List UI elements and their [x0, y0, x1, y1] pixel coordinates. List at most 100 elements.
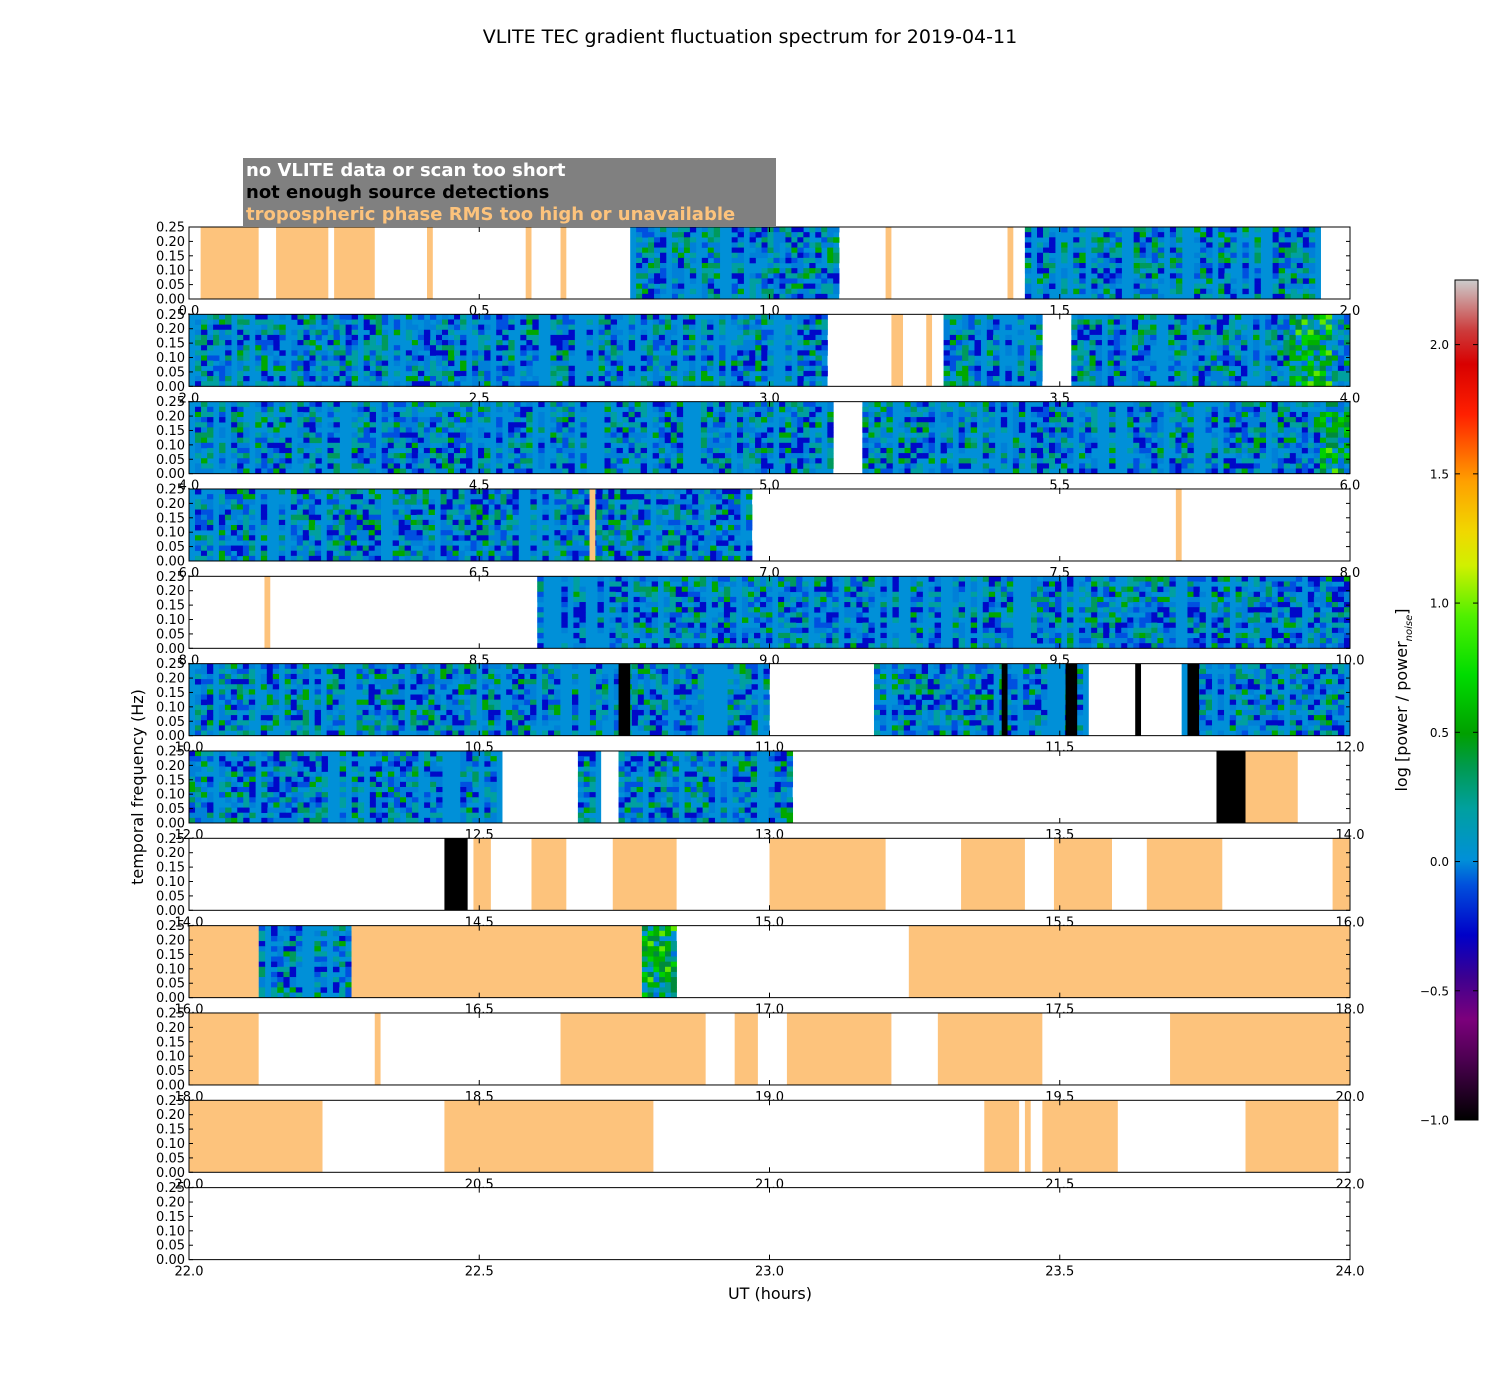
- spectrum-cell: [458, 524, 465, 531]
- spectrum-cell: [1037, 288, 1044, 295]
- spectrum-cell: [496, 370, 503, 377]
- spectrum-cell: [441, 463, 449, 469]
- spectrum-cell: [1192, 329, 1199, 336]
- spectrum-cell: [453, 411, 461, 418]
- spectrum-cell: [809, 273, 816, 279]
- spectrum-cell: [779, 427, 786, 433]
- spectrum-cell: [604, 411, 611, 418]
- spectrum-cell: [803, 345, 810, 351]
- spectrum-cell: [206, 509, 214, 516]
- spectrum-cell: [526, 463, 533, 469]
- spectrum-cell: [1012, 442, 1020, 449]
- spectrum-cell: [803, 268, 810, 274]
- spectrum-cell: [616, 314, 624, 320]
- spectrum-cell: [1049, 458, 1056, 464]
- spectrum-cell: [1247, 447, 1254, 454]
- spectrum-cell: [1290, 247, 1298, 254]
- spectrum-cell: [1077, 355, 1084, 361]
- spectrum-cell: [1091, 406, 1098, 413]
- spectrum-cell: [886, 411, 893, 418]
- spectrum-cell: [1119, 355, 1127, 361]
- spectrum-cell: [201, 340, 208, 346]
- spectrum-cell: [429, 447, 437, 454]
- spectrum-cell: [1083, 329, 1090, 336]
- spectrum-cell: [1139, 227, 1147, 233]
- spectrum-cell: [267, 453, 274, 459]
- spectrum-cell: [755, 401, 762, 408]
- spectrum-cell: [1277, 334, 1284, 341]
- spectrum-cell: [1042, 411, 1050, 418]
- spectrum-cell: [803, 273, 810, 279]
- spectrum-cell: [248, 540, 256, 546]
- spectrum-cell: [428, 499, 435, 505]
- spectrum-cell: [943, 360, 951, 367]
- spectrum-cell: [862, 463, 869, 469]
- spectrum-cell: [916, 447, 923, 454]
- spectrum-cell: [1211, 442, 1218, 449]
- spectrum-cell: [255, 458, 262, 464]
- spectrum-cell: [1029, 345, 1037, 351]
- spectrum-cell: [1259, 417, 1267, 423]
- spectrum-cell: [1133, 468, 1140, 474]
- spectrum-cell: [604, 340, 611, 346]
- spectrum-cell: [964, 406, 972, 413]
- spectrum-cell: [398, 519, 405, 526]
- spectrum-cell: [1337, 329, 1345, 336]
- spectrum-cell: [338, 514, 346, 521]
- spectrum-cell: [488, 545, 495, 552]
- spectrum-cell: [1144, 329, 1151, 336]
- spectrum-cell: [1222, 365, 1230, 372]
- spectrum-cell: [632, 524, 639, 531]
- spectrum-cell: [578, 499, 585, 505]
- spectrum-cell: [460, 350, 467, 356]
- spectrum-cell: [1012, 437, 1020, 444]
- spectrum-cell: [273, 345, 280, 351]
- spectrum-cell: [880, 437, 887, 444]
- spectrum-cell: [622, 417, 629, 423]
- spectrum-cell: [644, 530, 651, 536]
- spectrum-cell: [1089, 329, 1096, 336]
- spectrum-cell: [520, 319, 527, 325]
- spectrum-cell: [731, 370, 738, 377]
- spectrum-cell: [297, 447, 304, 454]
- spectrum-cell: [1296, 237, 1304, 243]
- spectrum-cell: [393, 437, 401, 444]
- spectrum-cell: [556, 406, 563, 413]
- spectrum-cell: [218, 519, 226, 526]
- spectrum-cell: [562, 422, 569, 428]
- spectrum-cell: [728, 535, 735, 541]
- spectrum-cell: [1277, 319, 1284, 325]
- spectrum-cell: [755, 227, 762, 233]
- spectrum-cell: [1325, 411, 1333, 418]
- spectrum-cell: [1085, 437, 1092, 444]
- spectrum-cell: [1253, 406, 1260, 413]
- spectrum-cell: [550, 463, 557, 469]
- spectrum-cell: [423, 340, 431, 346]
- spectrum-cell: [1211, 458, 1218, 464]
- spectrum-cell: [560, 535, 567, 541]
- spectrum-cell: [698, 550, 705, 557]
- spectrum-cell: [568, 427, 575, 433]
- spectrum-cell: [1089, 334, 1096, 341]
- spectrum-cell: [219, 417, 226, 423]
- spectrum-cell: [1109, 442, 1116, 449]
- spectrum-cell: [701, 355, 708, 361]
- spectrum-cell: [1091, 468, 1098, 474]
- spectrum-cell: [1265, 350, 1272, 356]
- spectrum-cell: [664, 411, 672, 418]
- y-tick-label: 0.20: [156, 410, 185, 425]
- spectrum-cell: [1307, 417, 1315, 423]
- spectrum-cell: [327, 370, 334, 377]
- spectrum-cell: [1222, 381, 1230, 387]
- spectrum-cell: [568, 463, 575, 469]
- spectrum-cell: [803, 242, 810, 248]
- spectrum-cell: [710, 545, 717, 552]
- spectrum-cell: [398, 550, 405, 557]
- spectrum-cell: [440, 504, 447, 510]
- spectrum-cell: [506, 488, 513, 495]
- spectrum-cell: [1133, 232, 1141, 238]
- spectrum-cell: [767, 268, 774, 274]
- spectrum-cell: [1036, 468, 1044, 474]
- spectrum-cell: [538, 458, 545, 464]
- spectrum-cell: [683, 242, 691, 248]
